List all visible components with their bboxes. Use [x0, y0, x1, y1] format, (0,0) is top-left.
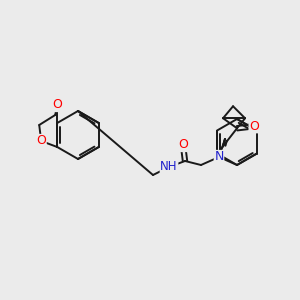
Text: O: O	[178, 139, 188, 152]
Text: N: N	[214, 151, 224, 164]
Text: NH: NH	[160, 160, 178, 173]
Text: O: O	[249, 120, 259, 133]
Text: O: O	[52, 98, 62, 112]
Text: O: O	[36, 134, 46, 148]
